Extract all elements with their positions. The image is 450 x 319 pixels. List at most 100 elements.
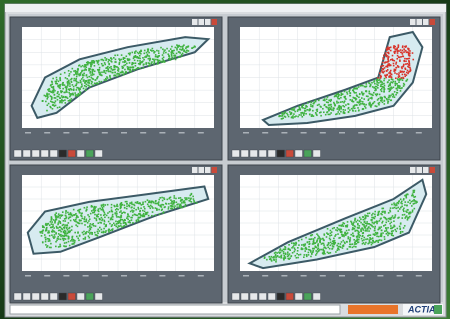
panel-button[interactable] (199, 19, 205, 25)
point (329, 245, 331, 247)
panel-button[interactable] (410, 167, 416, 173)
toolbar-button[interactable] (68, 150, 76, 157)
toolbar-button[interactable] (241, 150, 249, 157)
toolbar-button[interactable] (59, 293, 67, 300)
point (171, 54, 173, 56)
point (388, 49, 390, 51)
status-field[interactable] (10, 305, 340, 314)
toolbar-button[interactable] (232, 293, 240, 300)
point (271, 259, 273, 261)
toolbar-button[interactable] (259, 150, 267, 157)
toolbar-button[interactable] (50, 150, 58, 157)
point (52, 78, 54, 80)
toolbar-button[interactable] (304, 293, 312, 300)
toolbar-button[interactable] (86, 150, 94, 157)
point (69, 245, 71, 247)
point (384, 61, 386, 63)
point (294, 251, 296, 253)
point (337, 243, 339, 245)
point (155, 201, 157, 203)
panel-button[interactable] (212, 19, 218, 25)
point (374, 216, 376, 218)
toolbar-button[interactable] (68, 293, 76, 300)
toolbar-button[interactable] (23, 150, 31, 157)
toolbar-button[interactable] (268, 150, 276, 157)
toolbar-button[interactable] (250, 293, 258, 300)
toolbar-button[interactable] (277, 293, 285, 300)
point (363, 104, 365, 106)
panel-button[interactable] (423, 19, 429, 25)
panel-button[interactable] (430, 167, 436, 173)
toolbar-button[interactable] (77, 293, 85, 300)
toolbar-button[interactable] (95, 150, 103, 157)
panel-button[interactable] (212, 167, 218, 173)
point (90, 74, 92, 76)
point (313, 238, 315, 240)
point (310, 105, 312, 107)
toolbar-button[interactable] (277, 150, 285, 157)
toolbar-button[interactable] (295, 150, 303, 157)
toolbar-button[interactable] (41, 150, 49, 157)
point (334, 235, 336, 237)
toolbar-button[interactable] (286, 150, 294, 157)
toolbar-button[interactable] (32, 293, 40, 300)
panel-button[interactable] (417, 19, 423, 25)
point (119, 211, 121, 213)
axis-tick-label (397, 132, 403, 134)
toolbar-button[interactable] (41, 293, 49, 300)
toolbar-button[interactable] (295, 293, 303, 300)
toolbar-button[interactable] (313, 293, 321, 300)
point (83, 238, 85, 240)
point (152, 58, 154, 60)
toolbar-button[interactable] (14, 150, 22, 157)
panel-button[interactable] (199, 167, 205, 173)
toolbar-button[interactable] (59, 150, 67, 157)
panel-button[interactable] (417, 167, 423, 173)
toolbar-button[interactable] (23, 293, 31, 300)
panel-button[interactable] (205, 167, 211, 173)
point (356, 104, 358, 106)
toolbar-button[interactable] (95, 293, 103, 300)
panel-button[interactable] (430, 19, 436, 25)
panel-button[interactable] (192, 19, 198, 25)
toolbar-button[interactable] (313, 150, 321, 157)
panel-button[interactable] (192, 167, 198, 173)
point (122, 72, 124, 74)
toolbar-button[interactable] (232, 150, 240, 157)
point (297, 257, 299, 259)
toolbar-button[interactable] (77, 150, 85, 157)
point (168, 208, 170, 210)
point (373, 102, 375, 104)
toolbar-button[interactable] (241, 293, 249, 300)
point (59, 88, 61, 90)
toolbar-button[interactable] (86, 293, 94, 300)
point (70, 93, 72, 95)
point (62, 211, 64, 213)
point (357, 224, 359, 226)
toolbar-button[interactable] (304, 150, 312, 157)
panel-button[interactable] (410, 19, 416, 25)
point (101, 63, 103, 65)
toolbar-button[interactable] (259, 293, 267, 300)
point (310, 256, 312, 258)
point (400, 207, 402, 209)
point (316, 109, 318, 111)
toolbar-button[interactable] (250, 150, 258, 157)
toolbar-button[interactable] (286, 293, 294, 300)
point (366, 221, 368, 223)
point (60, 231, 62, 233)
point (171, 57, 173, 59)
point (121, 219, 123, 221)
action-button[interactable] (348, 305, 398, 314)
axis-tick-label (121, 275, 127, 277)
toolbar-button[interactable] (14, 293, 22, 300)
point (64, 72, 66, 74)
point (365, 239, 367, 241)
panel-button[interactable] (205, 19, 211, 25)
panel-button[interactable] (423, 167, 429, 173)
point (379, 102, 381, 104)
toolbar-button[interactable] (32, 150, 40, 157)
toolbar-button[interactable] (50, 293, 58, 300)
toolbar-button[interactable] (268, 293, 276, 300)
point (76, 217, 78, 219)
